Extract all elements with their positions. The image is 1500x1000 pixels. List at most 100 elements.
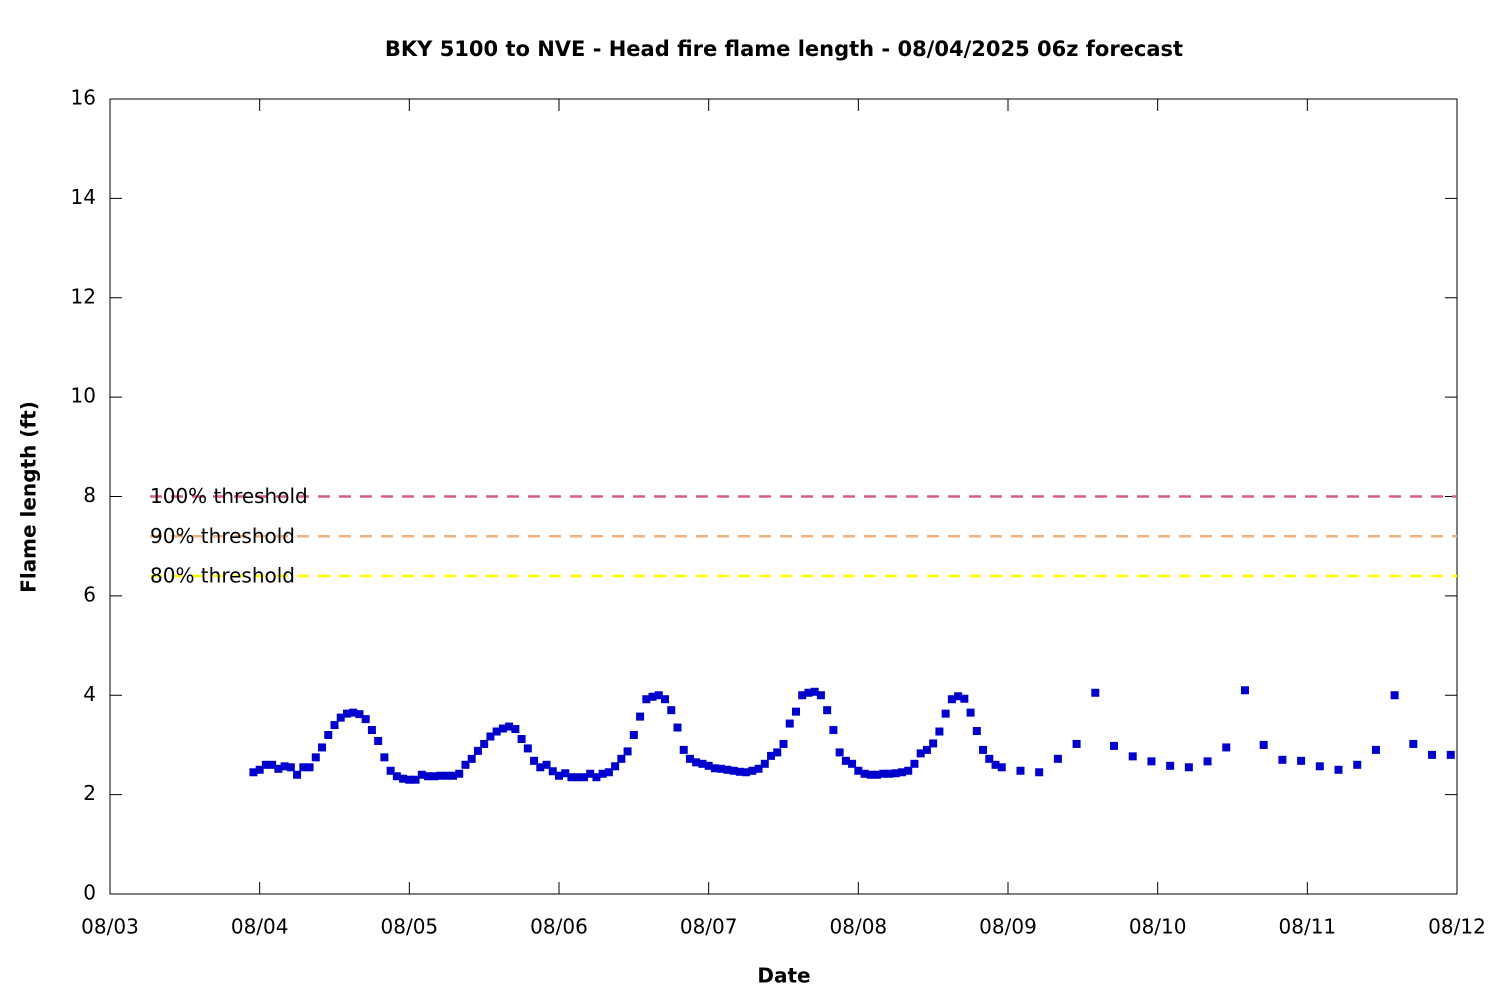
point: [785, 719, 794, 728]
point: [704, 761, 713, 770]
point: [324, 731, 333, 739]
point: [523, 744, 532, 753]
point: [841, 756, 850, 765]
point: [748, 766, 757, 775]
point: [972, 727, 981, 736]
point: [498, 724, 507, 733]
point: [692, 758, 701, 767]
x-tick-label: 08/04: [231, 915, 289, 939]
y-tick-label: 10: [71, 384, 96, 408]
point: [642, 695, 651, 704]
point: [617, 754, 626, 763]
point: [286, 763, 295, 772]
x-tick-label: 08/10: [1129, 915, 1187, 939]
point: [1259, 740, 1268, 749]
y-tick-label: 6: [83, 582, 96, 606]
point: [941, 709, 950, 718]
point: [1428, 750, 1437, 759]
point: [791, 707, 800, 716]
y-tick-label: 12: [71, 284, 96, 308]
y-tick-label: 14: [71, 185, 96, 209]
point: [579, 773, 588, 782]
point: [336, 713, 345, 722]
point: [399, 774, 408, 783]
x-tick-label: 08/03: [81, 915, 139, 939]
point: [648, 692, 657, 701]
point: [623, 747, 632, 756]
point: [349, 708, 358, 717]
point: [947, 695, 956, 704]
point: [810, 687, 819, 696]
point: [754, 764, 763, 773]
point: [1222, 743, 1231, 752]
point: [455, 769, 464, 778]
y-tick-label: 2: [83, 781, 96, 805]
point: [873, 770, 882, 779]
point: [661, 695, 670, 704]
point: [710, 764, 719, 773]
point: [492, 727, 501, 736]
x-axis-label: Date: [757, 964, 810, 988]
point: [367, 726, 376, 735]
point: [355, 710, 364, 719]
point: [467, 754, 476, 763]
point: [318, 743, 327, 752]
point: [723, 765, 732, 774]
point: [854, 766, 863, 775]
point: [985, 754, 994, 763]
point: [760, 759, 769, 768]
x-tick-label: 08/11: [1279, 915, 1337, 939]
point: [280, 762, 289, 771]
point: [299, 763, 308, 772]
point: [848, 759, 857, 768]
point: [436, 771, 445, 780]
point: [417, 770, 426, 779]
point: [891, 769, 900, 778]
point: [561, 769, 570, 778]
point: [910, 759, 919, 768]
point: [274, 764, 283, 773]
point: [505, 722, 514, 731]
point: [542, 760, 551, 769]
point: [386, 766, 395, 775]
point: [330, 721, 339, 730]
point: [486, 732, 495, 741]
point: [636, 712, 645, 721]
point: [604, 768, 613, 777]
point: [530, 756, 539, 765]
point: [342, 709, 351, 718]
point: [742, 768, 751, 777]
point: [555, 771, 563, 780]
point: [717, 764, 726, 773]
point: [480, 739, 489, 748]
point: [392, 772, 401, 781]
point: [586, 769, 595, 778]
x-tick-label: 08/05: [381, 915, 439, 939]
point: [1315, 762, 1324, 771]
point: [935, 727, 944, 736]
point: [411, 775, 420, 784]
point: [673, 723, 682, 732]
point: [767, 751, 776, 760]
point: [261, 760, 270, 769]
point: [511, 725, 520, 734]
point: [1278, 755, 1287, 764]
point: [536, 763, 545, 772]
x-tick-label: 08/12: [1428, 915, 1486, 939]
point: [866, 770, 875, 779]
point: [361, 715, 370, 724]
point: [1184, 763, 1193, 772]
point: [1128, 752, 1137, 761]
point: [305, 763, 314, 772]
point: [879, 769, 888, 778]
point: [611, 762, 620, 771]
point: [960, 694, 969, 703]
point: [1166, 761, 1175, 770]
point: [629, 731, 638, 739]
point: [860, 769, 869, 778]
point: [311, 753, 320, 762]
point: [1016, 766, 1025, 775]
point: [268, 760, 277, 769]
x-tick-label: 08/09: [979, 915, 1037, 939]
